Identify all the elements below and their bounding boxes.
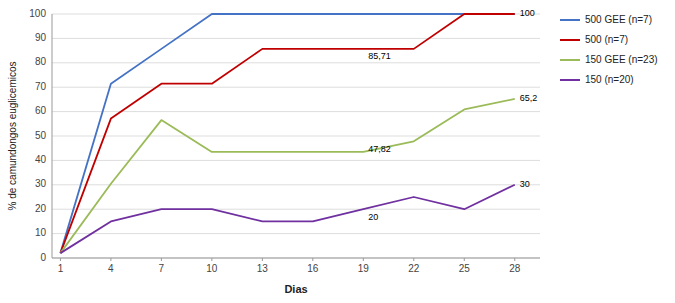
grid-line xyxy=(52,87,540,88)
x-tick xyxy=(262,258,263,261)
x-tick-label: 13 xyxy=(257,263,269,274)
x-tick xyxy=(514,258,515,261)
lines xyxy=(60,14,514,253)
x-tick xyxy=(211,258,212,261)
x-tick-label: 19 xyxy=(358,263,370,274)
y-tick-label: 10 xyxy=(35,227,47,238)
grid-line xyxy=(52,233,540,234)
series-line xyxy=(60,99,514,253)
series-line xyxy=(60,185,514,253)
grid-line xyxy=(52,258,540,259)
grid-line xyxy=(52,62,540,63)
x-tick xyxy=(110,258,111,261)
legend-swatch xyxy=(560,19,580,21)
annotation: 20 xyxy=(368,212,378,222)
x-tick xyxy=(413,258,414,261)
annotation: 65,2 xyxy=(520,93,538,103)
x-tick xyxy=(312,258,313,261)
x-tick-label: 25 xyxy=(459,263,471,274)
x-axis-label: Dias xyxy=(284,283,307,295)
annotation: 47,82 xyxy=(368,144,391,154)
grid-line xyxy=(52,136,540,137)
x-tick-label: 22 xyxy=(408,263,420,274)
legend-label: 500 (n=7) xyxy=(585,34,628,45)
x-tick-label: 4 xyxy=(108,263,114,274)
x-tick xyxy=(363,258,364,261)
legend-swatch xyxy=(560,39,580,41)
y-axis-label: % de camundongos euglicemicos xyxy=(7,62,18,211)
legend-label: 150 (n=20) xyxy=(585,74,634,85)
y-tick-label: 60 xyxy=(35,105,47,116)
y-tick-label: 100 xyxy=(29,8,46,19)
x-tick xyxy=(60,258,61,261)
annotation: 30 xyxy=(520,179,530,189)
series-line xyxy=(60,14,514,253)
y-tick-label: 50 xyxy=(35,130,47,141)
y-tick-label: 20 xyxy=(35,203,47,214)
legend-label: 150 GEE (n=23) xyxy=(585,54,658,65)
legend-swatch xyxy=(560,59,580,61)
x-tick-label: 1 xyxy=(58,263,64,274)
y-tick-label: 30 xyxy=(35,178,47,189)
x-axis xyxy=(52,258,540,259)
y-tick-label: 40 xyxy=(35,154,47,165)
y-axis xyxy=(52,14,53,258)
x-tick-label: 7 xyxy=(159,263,165,274)
x-tick-label: 28 xyxy=(509,263,521,274)
y-grid xyxy=(52,14,540,258)
x-tick-label: 16 xyxy=(307,263,319,274)
chart: 0 10 20 30 40 50 60 70 80 90 100 1 4 7 10 13 16 19 22 25 28 D… xyxy=(0,0,675,303)
grid-line xyxy=(52,111,540,112)
grid-line xyxy=(52,160,540,161)
annotation: 100 xyxy=(520,8,535,18)
y-tick-label: 90 xyxy=(35,32,47,43)
legend-swatch xyxy=(560,79,580,81)
legend: 500 GEE (n=7) 500 (n=7) 150 GEE (n=23) 150 … xyxy=(560,14,658,85)
y-tick-label: 0 xyxy=(40,252,46,263)
grid-line xyxy=(52,184,540,185)
x-tick xyxy=(161,258,162,261)
annotation: 85,71 xyxy=(368,51,391,61)
grid-line xyxy=(52,38,540,39)
x-tick-label: 10 xyxy=(206,263,218,274)
legend-label: 500 GEE (n=7) xyxy=(585,14,652,25)
y-tick-label: 70 xyxy=(35,81,47,92)
y-tick-label: 80 xyxy=(35,56,47,67)
series-line xyxy=(60,14,514,253)
x-tick xyxy=(464,258,465,261)
